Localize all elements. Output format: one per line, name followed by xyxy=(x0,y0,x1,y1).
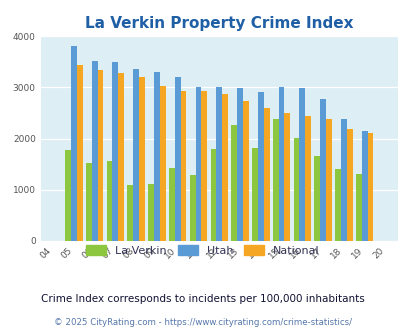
Bar xyxy=(112,62,118,241)
Bar xyxy=(367,133,373,241)
Bar xyxy=(346,129,352,241)
Bar xyxy=(340,119,346,241)
Legend: La Verkin, Utah, National: La Verkin, Utah, National xyxy=(81,240,324,260)
Bar xyxy=(189,175,195,241)
Bar xyxy=(313,156,320,241)
Bar xyxy=(86,163,92,241)
Bar xyxy=(118,73,124,241)
Bar xyxy=(65,150,71,241)
Bar xyxy=(210,149,216,241)
Bar xyxy=(298,88,305,241)
Bar xyxy=(305,115,310,241)
Bar xyxy=(127,185,133,241)
Bar xyxy=(201,91,207,241)
Bar xyxy=(325,119,331,241)
Bar xyxy=(168,168,175,241)
Bar xyxy=(97,70,103,241)
Bar xyxy=(293,138,298,241)
Bar xyxy=(160,86,165,241)
Bar xyxy=(195,87,201,241)
Bar xyxy=(237,88,242,241)
Bar xyxy=(107,161,112,241)
Bar xyxy=(242,101,248,241)
Bar xyxy=(216,87,222,241)
Bar xyxy=(222,94,227,241)
Bar xyxy=(153,72,160,241)
Bar xyxy=(334,169,340,241)
Bar xyxy=(252,148,257,241)
Bar xyxy=(175,77,180,241)
Bar xyxy=(231,125,237,241)
Text: Crime Index corresponds to incidents per 100,000 inhabitants: Crime Index corresponds to incidents per… xyxy=(41,294,364,304)
Title: La Verkin Property Crime Index: La Verkin Property Crime Index xyxy=(85,16,353,31)
Bar xyxy=(133,69,139,241)
Bar xyxy=(284,113,290,241)
Bar xyxy=(71,46,77,241)
Bar xyxy=(272,119,278,241)
Bar xyxy=(148,183,153,241)
Bar xyxy=(355,174,361,241)
Bar xyxy=(180,90,186,241)
Bar xyxy=(139,77,145,241)
Text: © 2025 CityRating.com - https://www.cityrating.com/crime-statistics/: © 2025 CityRating.com - https://www.city… xyxy=(54,318,351,327)
Bar xyxy=(361,131,367,241)
Bar xyxy=(77,65,82,241)
Bar xyxy=(257,92,263,241)
Bar xyxy=(278,87,284,241)
Bar xyxy=(320,99,325,241)
Bar xyxy=(263,108,269,241)
Bar xyxy=(92,61,97,241)
